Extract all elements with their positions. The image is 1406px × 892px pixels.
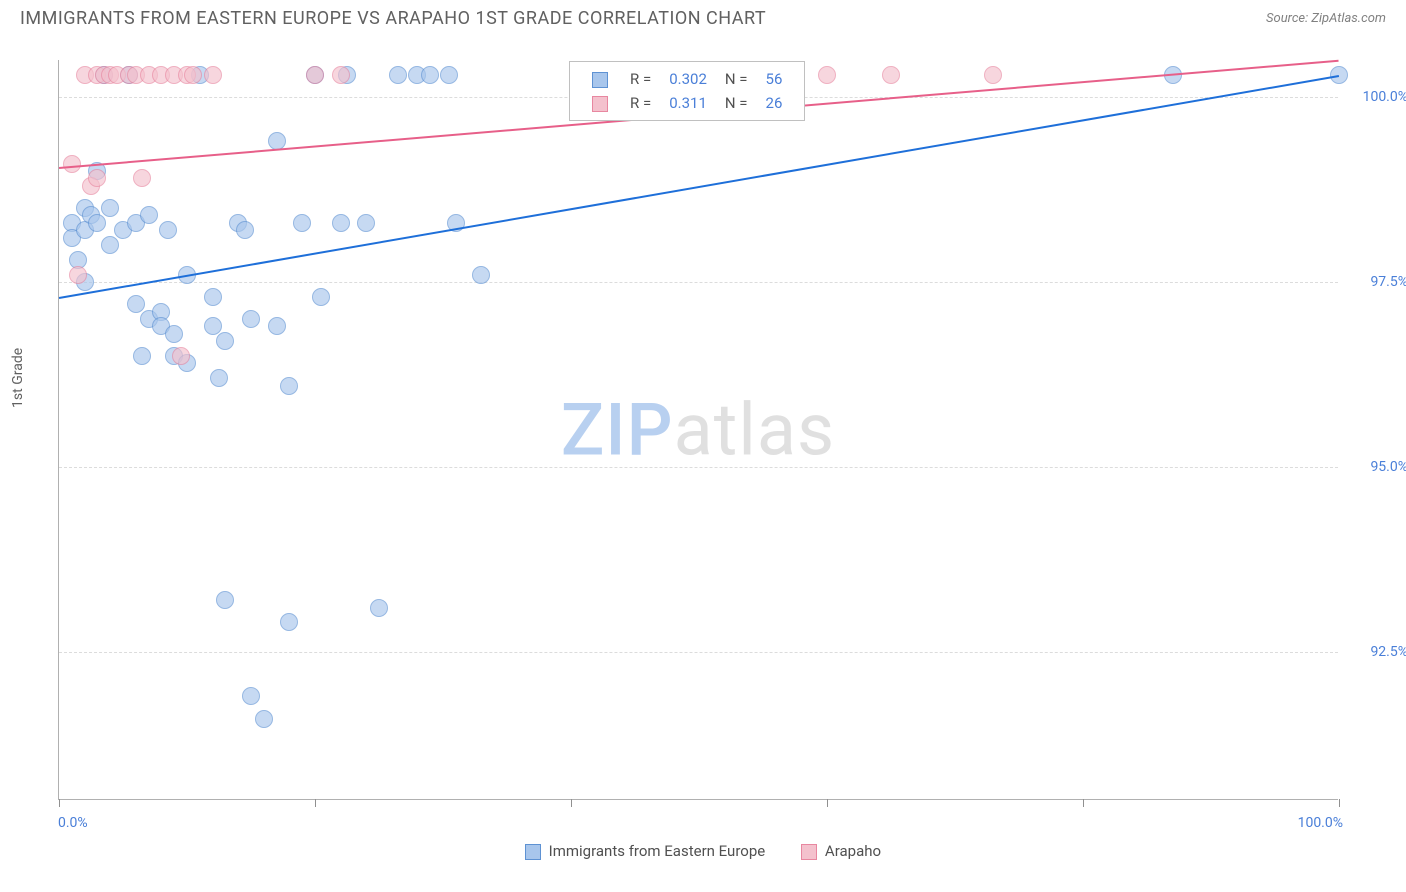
chart-title: IMMIGRANTS FROM EASTERN EUROPE VS ARAPAH…	[20, 8, 766, 29]
data-point	[184, 66, 202, 84]
y-tick-label: 97.5%	[1348, 274, 1406, 290]
data-point	[210, 369, 228, 387]
data-point	[133, 347, 151, 365]
chart-header: IMMIGRANTS FROM EASTERN EUROPE VS ARAPAH…	[0, 0, 1406, 29]
data-point	[204, 288, 222, 306]
data-point	[88, 214, 106, 232]
data-point	[440, 66, 458, 84]
data-point	[204, 317, 222, 335]
data-point	[101, 199, 119, 217]
correlation-legend: R =0.302N =56R =0.311N =26	[569, 61, 805, 121]
data-point	[312, 288, 330, 306]
data-point	[133, 169, 151, 187]
data-point	[332, 66, 350, 84]
data-point	[280, 377, 298, 395]
data-point	[159, 221, 177, 239]
data-point	[280, 613, 298, 631]
legend-item: Arapaho	[801, 842, 881, 860]
x-min-label: 0.0%	[58, 815, 88, 831]
data-point	[984, 66, 1002, 84]
data-point	[370, 599, 388, 617]
data-point	[204, 66, 222, 84]
y-tick-label: 92.5%	[1348, 644, 1406, 660]
data-point	[882, 66, 900, 84]
x-tick	[59, 799, 60, 807]
x-axis-labels: 0.0% 100.0%	[58, 815, 1338, 835]
data-point	[332, 214, 350, 232]
gridline	[59, 652, 1338, 653]
y-tick-label: 95.0%	[1348, 459, 1406, 475]
data-point	[172, 347, 190, 365]
data-point	[165, 325, 183, 343]
data-point	[293, 214, 311, 232]
data-point	[127, 295, 145, 313]
scatter-plot: 92.5%95.0%97.5%100.0%R =0.302N =56R =0.3…	[58, 60, 1338, 800]
legend-bottom: Immigrants from Eastern Europe Arapaho	[0, 842, 1406, 860]
data-point	[818, 66, 836, 84]
data-point	[421, 66, 439, 84]
data-point	[1330, 66, 1348, 84]
data-point	[357, 214, 375, 232]
data-point	[389, 66, 407, 84]
data-point	[472, 266, 490, 284]
data-point	[306, 66, 324, 84]
x-tick	[315, 799, 316, 807]
data-point	[255, 710, 273, 728]
y-axis-title: 1st Grade	[10, 348, 26, 408]
x-max-label: 100.0%	[1298, 815, 1343, 831]
legend-item: Immigrants from Eastern Europe	[525, 842, 765, 860]
data-point	[216, 591, 234, 609]
data-point	[101, 236, 119, 254]
data-point	[69, 266, 87, 284]
data-point	[140, 206, 158, 224]
y-tick-label: 100.0%	[1348, 89, 1406, 105]
x-tick	[571, 799, 572, 807]
data-point	[242, 687, 260, 705]
gridline	[59, 282, 1338, 283]
gridline	[59, 467, 1338, 468]
x-tick	[827, 799, 828, 807]
data-point	[268, 317, 286, 335]
data-point	[242, 310, 260, 328]
source-attribution: Source: ZipAtlas.com	[1266, 11, 1386, 26]
data-point	[88, 169, 106, 187]
x-tick	[1339, 799, 1340, 807]
data-point	[63, 155, 81, 173]
x-tick	[1083, 799, 1084, 807]
data-point	[216, 332, 234, 350]
data-point	[236, 221, 254, 239]
